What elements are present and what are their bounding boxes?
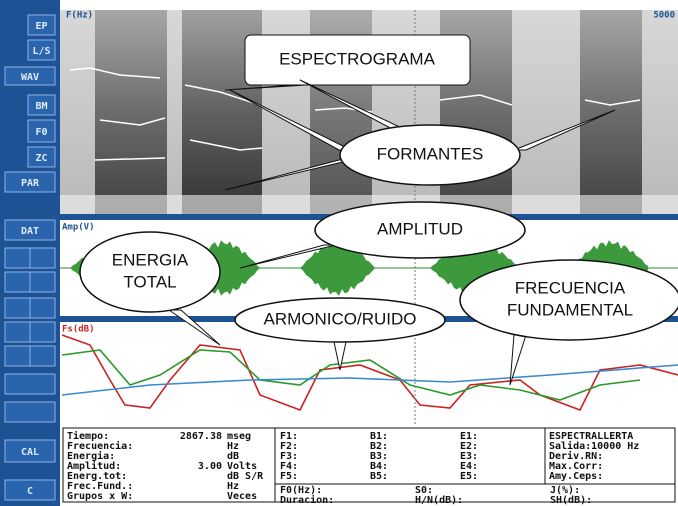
callout-text: TOTAL bbox=[123, 272, 176, 291]
button-label: ZC bbox=[35, 153, 47, 164]
axis-label: 5000 bbox=[653, 11, 675, 21]
toolbar-icon-button[interactable] bbox=[5, 298, 30, 318]
axis-label: F(Hz) bbox=[66, 11, 93, 21]
screen: F(Hz) 5000 Amp(V) Fs(dB) EP L/S WAV BM F0 ZC P… bbox=[0, 0, 678, 506]
toolbar-icon-button[interactable] bbox=[5, 402, 55, 422]
axis-label: Fs(dB) bbox=[62, 325, 95, 335]
measure-unit: Veces bbox=[227, 491, 257, 502]
formant-label: B5: bbox=[370, 471, 388, 482]
callout-text: ENERGIA bbox=[112, 250, 189, 269]
toolbar-icon-button[interactable] bbox=[30, 248, 55, 268]
toolbar-icon-button[interactable] bbox=[5, 272, 30, 292]
voice-label: Duracion: bbox=[280, 494, 334, 506]
formant-label: E5: bbox=[460, 471, 478, 482]
button-label: BM bbox=[35, 101, 47, 112]
measure-label: Grupos x W: bbox=[67, 491, 133, 502]
toolbar-icon-button[interactable] bbox=[5, 374, 55, 394]
toolbar-icon-button[interactable] bbox=[5, 322, 30, 342]
callout-text: ESPECTROGRAMA bbox=[279, 49, 436, 68]
button-label: PAR bbox=[21, 178, 40, 189]
button-label: F0 bbox=[35, 127, 47, 138]
setting-label: Amy.Ceps: bbox=[549, 471, 603, 482]
button-label: EP bbox=[35, 21, 47, 32]
voice-label: H/N(dB): bbox=[415, 495, 463, 506]
toolbar-icon-button[interactable] bbox=[30, 298, 55, 318]
voice-label: SH(dB): bbox=[550, 495, 592, 506]
axis-label: Amp(V) bbox=[62, 223, 95, 233]
button-label: CAL bbox=[21, 447, 39, 458]
button-label: WAV bbox=[21, 72, 39, 83]
callout-text: FORMANTES bbox=[377, 144, 484, 163]
measure-value: 3.00 bbox=[198, 461, 222, 472]
toolbar-icon-button[interactable] bbox=[30, 322, 55, 342]
button-label: C bbox=[27, 486, 33, 497]
toolbar-icon-button[interactable] bbox=[5, 346, 30, 366]
formant-label: F5: bbox=[280, 471, 298, 482]
toolbar-icon-button[interactable] bbox=[30, 346, 55, 366]
button-label: L/S bbox=[32, 46, 50, 57]
callout-text: AMPLITUD bbox=[377, 219, 463, 238]
callout-text: FUNDAMENTAL bbox=[507, 300, 633, 319]
button-label: DAT bbox=[21, 226, 39, 237]
toolbar-icon-button[interactable] bbox=[30, 272, 55, 292]
measure-value: 2867.38 bbox=[180, 431, 222, 442]
callout-text: FRECUENCIA bbox=[515, 278, 626, 297]
callout-text: ARMONICO/RUIDO bbox=[264, 309, 417, 328]
toolbar-icon-button[interactable] bbox=[5, 248, 30, 268]
